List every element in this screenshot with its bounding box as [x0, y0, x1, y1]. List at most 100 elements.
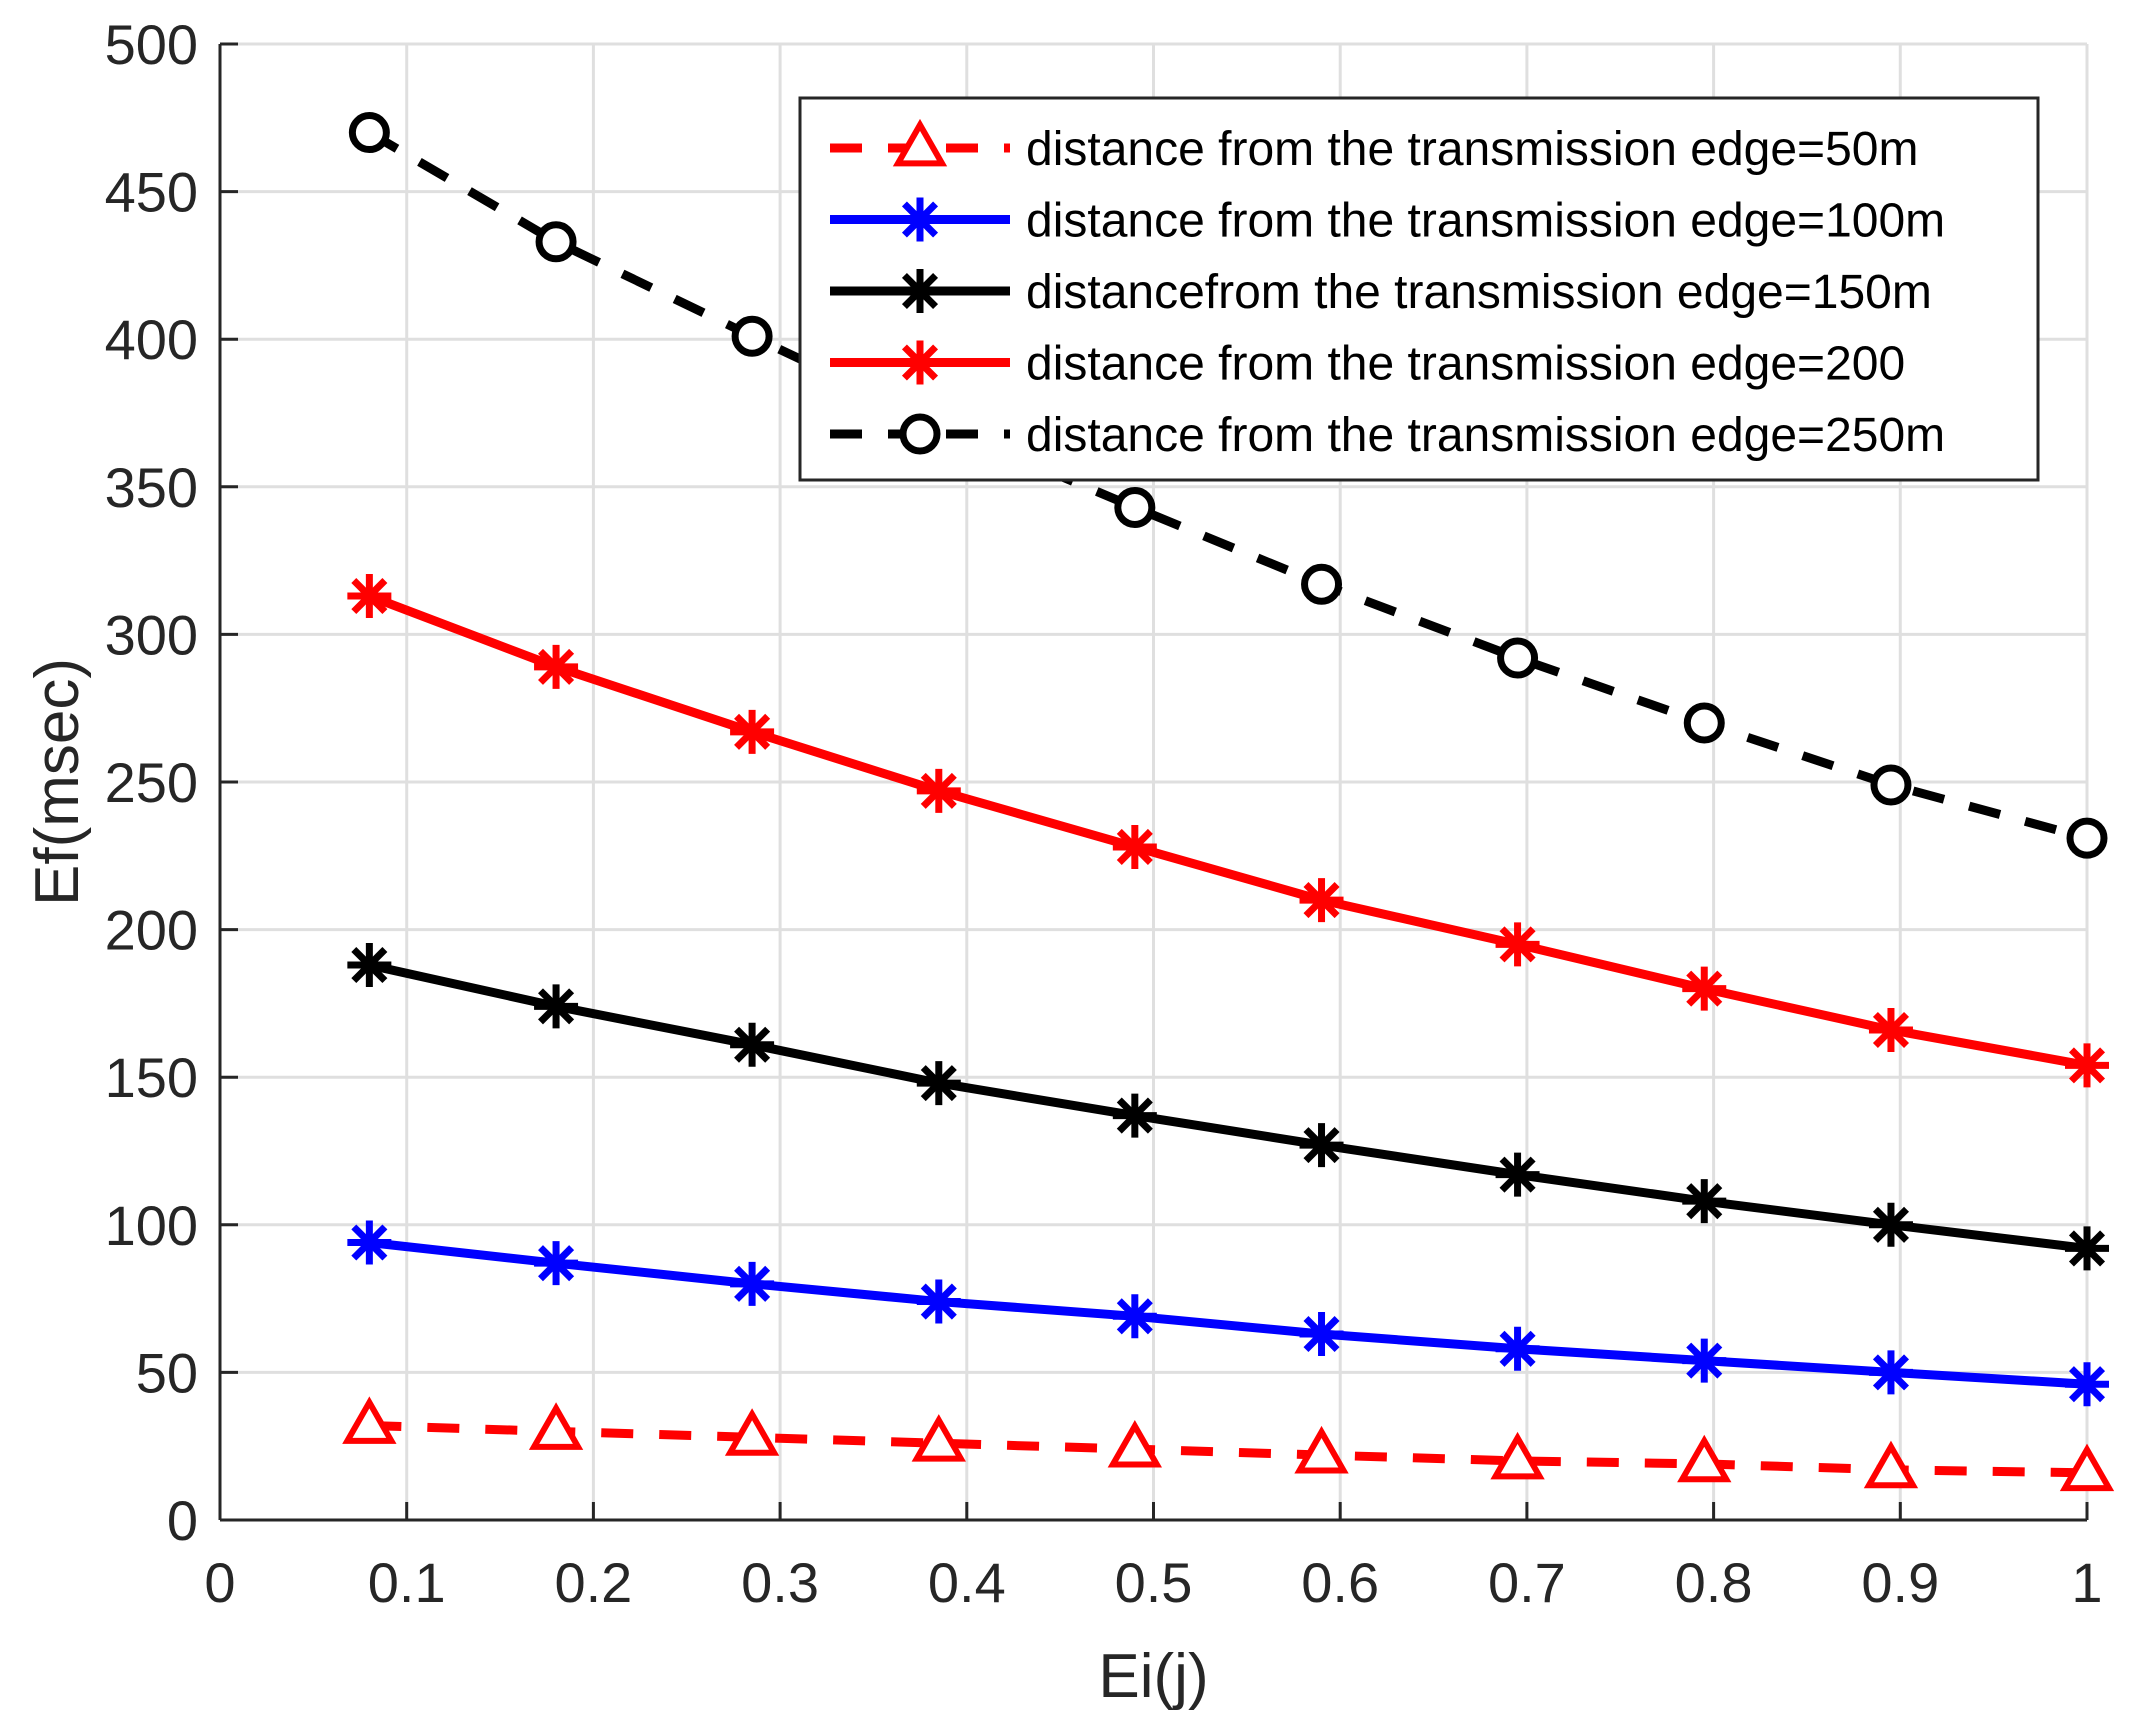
data-point: [1682, 1179, 1727, 1224]
data-point: [347, 943, 392, 988]
data-point: [1495, 1152, 1540, 1197]
x-tick-label: 0.3: [741, 1551, 819, 1614]
data-point: [1112, 1294, 1157, 1339]
data-point: [731, 315, 773, 357]
data-point: [2065, 1043, 2109, 1088]
data-point: [1495, 922, 1540, 967]
legend-label: distance from the transmission edge=50m: [1026, 123, 1918, 176]
series-3: [347, 943, 2109, 1271]
data-point: [2066, 817, 2108, 859]
data-point: [1112, 824, 1157, 869]
series-line: [369, 1421, 2088, 1478]
data-point: [1497, 637, 1539, 679]
data-point: [347, 574, 392, 619]
data-point: [1868, 1202, 1913, 1247]
legend-marker: [892, 118, 948, 167]
series-layer: [342, 112, 2115, 1492]
y-tick-label: 150: [105, 1046, 198, 1109]
y-tick-label: 300: [105, 603, 198, 666]
x-tick-label: 0.2: [554, 1551, 632, 1614]
y-tick-label: 0: [167, 1489, 198, 1552]
data-point: [1294, 1425, 1349, 1474]
legend-entry: distance from the transmission edge=200: [830, 338, 1905, 391]
data-point: [1870, 764, 1912, 806]
legend-marker: [898, 269, 942, 313]
data-point: [730, 1022, 775, 1067]
legend-marker: [898, 340, 942, 385]
legend-entry: distance from the transmission edge=250m: [830, 409, 1945, 462]
data-point: [1490, 1431, 1545, 1480]
axes: [218, 42, 2089, 1522]
data-point: [1301, 563, 1343, 605]
legend-entry: distance from the transmission edge=100m: [830, 195, 1945, 248]
data-point: [1868, 1350, 1913, 1395]
data-point: [347, 1220, 392, 1265]
data-point: [1677, 1434, 1732, 1483]
x-tick-label: 0.6: [1301, 1551, 1379, 1614]
data-point: [916, 1279, 961, 1324]
data-point: [1868, 1007, 1913, 1052]
x-tick-label: 0: [204, 1551, 235, 1614]
y-tick-label: 250: [105, 751, 198, 814]
data-point: [1863, 1440, 1919, 1489]
y-tick-label: 100: [105, 1194, 198, 1257]
series-line: [368, 1238, 2088, 1389]
data-point: [534, 984, 579, 1029]
legend-entry: distance from the transmission edge=50m: [830, 118, 1918, 176]
x-tick-label: 0.4: [928, 1551, 1006, 1614]
series-line: [367, 591, 2088, 1070]
data-point: [916, 768, 961, 813]
data-point: [1107, 1420, 1162, 1468]
data-point: [1682, 966, 1727, 1011]
series-4: [347, 574, 2109, 1088]
x-tick-label: 0.9: [1861, 1551, 1939, 1614]
data-point: [1683, 702, 1725, 744]
x-tick-label: 0.5: [1115, 1551, 1193, 1614]
y-tick-label: 400: [105, 308, 198, 371]
y-tick-label: 50: [136, 1341, 198, 1404]
x-tick-label: 1: [2071, 1551, 2102, 1614]
data-point: [1299, 1312, 1344, 1357]
x-tick-label: 0.1: [368, 1551, 446, 1614]
y-tick-label: 450: [105, 161, 198, 224]
data-point: [730, 709, 775, 754]
legend-marker: [899, 413, 941, 455]
data-point: [1495, 1326, 1540, 1371]
legend-label: distance from the transmission edge=250m: [1026, 409, 1945, 462]
series-1: [342, 1396, 2115, 1492]
series-2: [347, 1220, 2109, 1407]
y-tick-label: 350: [105, 456, 198, 519]
data-point: [1682, 1338, 1727, 1383]
data-point: [528, 1402, 584, 1450]
x-axis-title: Ei(j): [1098, 1642, 1208, 1711]
data-point: [2059, 1443, 2115, 1492]
legend-entry: distancefrom the transmission edge=150m: [830, 266, 1932, 319]
data-point: [1114, 486, 1156, 528]
data-point: [534, 1241, 579, 1286]
legend: distance from the transmission edge=50m d…: [798, 96, 2040, 482]
series-line: [368, 960, 2088, 1253]
legend-label: distancefrom the transmission edge=150m: [1026, 266, 1932, 319]
tick-labels: 0 0.1 0.2 0.3 0.4 0.5 0.6 0.7 0.8 0.9 1 0 50 100 150 20…: [105, 13, 2103, 1614]
data-point: [535, 221, 577, 263]
data-point: [730, 1261, 775, 1306]
data-point: [2065, 1226, 2109, 1271]
legend-label: distance from the transmission edge=200: [1026, 338, 1905, 391]
data-point: [342, 1396, 397, 1444]
x-tick-label: 0.7: [1488, 1551, 1566, 1614]
data-point: [916, 1061, 961, 1106]
data-point: [911, 1414, 966, 1462]
data-point: [724, 1408, 780, 1456]
y-tick-label: 500: [105, 13, 198, 76]
x-tick-label: 0.8: [1675, 1551, 1753, 1614]
legend-label: distance from the transmission edge=100m: [1026, 195, 1945, 248]
data-point: [534, 644, 579, 689]
data-point: [1299, 878, 1344, 923]
data-point: [2065, 1362, 2109, 1407]
y-axis-title: Ef(msec): [23, 658, 92, 906]
y-tick-label: 200: [105, 899, 198, 962]
legend-marker: [898, 197, 942, 242]
series-line: [367, 128, 2089, 843]
